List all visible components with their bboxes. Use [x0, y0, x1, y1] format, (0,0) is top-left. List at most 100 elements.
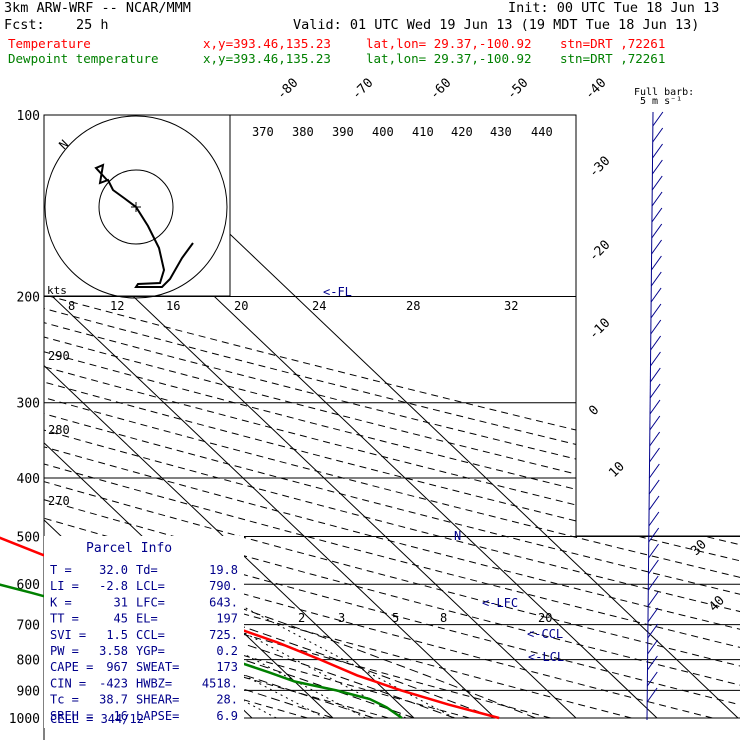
wind-barb-value: 5 m s⁻¹: [640, 96, 682, 107]
parcel-value-2: 643.: [209, 595, 238, 609]
hodograph-ring-label-12: 12: [110, 299, 124, 313]
parcel-key: T =: [50, 563, 72, 577]
hodograph-kts-label: kts: [47, 284, 67, 297]
parcel-info-box: Parcel Info T = 32.0 Td= 19.8 LI = -2.8 LCL= 79…: [44, 536, 244, 728]
hodograph-ring-label-24: 24: [312, 299, 326, 313]
wind-barb: [647, 559, 659, 575]
wind-barb: [651, 255, 662, 271]
parcel-value: 1.5: [106, 628, 128, 642]
parcel-key: SREH =: [50, 709, 93, 723]
wind-barb: [650, 287, 662, 303]
wind-barb: [652, 143, 663, 159]
hodograph-ring-label-20: 20: [234, 299, 248, 313]
forecast-hour: 25 h: [76, 17, 109, 33]
theta-label-370: 370: [252, 125, 274, 139]
theta-label-430: 430: [490, 125, 512, 139]
wind-barb: [648, 479, 660, 495]
hodograph-ring-inner: [98, 169, 174, 245]
fl-marker: <-FL: [323, 285, 352, 299]
parcel-key-2: SHEAR=: [136, 693, 179, 707]
wind-barb-label: Full barb:: [634, 87, 694, 98]
wind-barbs: [646, 111, 664, 721]
wind-barb: [651, 191, 663, 207]
level-marker-1: <-CCL: [527, 627, 563, 641]
mixing-ratio-label-2: 2: [298, 611, 305, 625]
dewpoint-xy: x,y=393.46,135.23: [203, 51, 331, 66]
mixing-ratio-label-5: 5: [392, 611, 399, 625]
hodograph-ring-label-16: 16: [166, 299, 180, 313]
parcel-value: 31: [114, 595, 128, 609]
dewpoint-latlon: lat,lon= 29.37,-100.92: [366, 51, 532, 66]
hodograph-ring-label-32: 32: [504, 299, 518, 313]
wind-barb: [650, 303, 662, 319]
parcel-key: PW =: [50, 644, 79, 658]
level-marker-2: <-LCL: [528, 650, 564, 664]
wind-barb: [647, 639, 658, 655]
moist-adiabat-20: [44, 296, 415, 719]
isotherm-label--10: -10: [586, 316, 613, 343]
parcel-key-2: LAPSE=: [136, 709, 179, 723]
pressure-tick-1000: 1000: [9, 712, 40, 727]
theta-left-label-290: 290: [48, 349, 70, 363]
theta-label-400: 400: [372, 125, 394, 139]
wind-barb: [646, 687, 658, 703]
moist-adiabat-30: [44, 296, 496, 719]
dry-adiabat-360: [44, 115, 740, 719]
wind-barb: [650, 335, 662, 351]
parcel-value: -2.8: [99, 579, 128, 593]
parcel-value: 32.0: [99, 563, 128, 577]
wind-barb: [646, 671, 658, 687]
theta-left-label-270: 270: [48, 494, 70, 508]
isotherm-label-40: 40: [706, 593, 728, 615]
wind-barb: [647, 591, 659, 607]
parcel-key: K =: [50, 595, 72, 609]
isotherm-label--60: -60: [427, 76, 454, 103]
hodograph-trace: [94, 163, 194, 288]
parcel-value-2: 197: [216, 612, 238, 626]
isotherm-label-10: 10: [606, 459, 628, 481]
parcel-key-2: HWBZ=: [136, 676, 172, 690]
parcel-value: 45: [114, 612, 128, 626]
parcel-key-2: YGP=: [136, 644, 165, 658]
pressure-tick-100: 100: [17, 109, 40, 124]
mixing-ratio-label-20: 20: [538, 611, 552, 625]
init-time: Init: 00 UTC Tue 18 Jun 13: [508, 0, 720, 16]
wind-barb: [649, 415, 661, 431]
isotherm-label--50: -50: [504, 76, 531, 103]
theta-label-440: 440: [531, 125, 553, 139]
theta-label-380: 380: [292, 125, 314, 139]
parcel-cell: CELL = 344/12: [50, 712, 144, 726]
parcel-value-2: 0.2: [216, 644, 238, 658]
hodograph-ring-label-28: 28: [406, 299, 420, 313]
parcel-value-2: 725.: [209, 628, 238, 642]
hodograph-ring-label-8: 8: [68, 299, 75, 313]
parcel-value: 16: [114, 709, 128, 723]
wind-barb: [649, 431, 661, 447]
wind-barb: [652, 111, 664, 127]
wind-barb: [649, 399, 661, 415]
parcel-value-2: 4518.: [202, 676, 238, 690]
parcel-key: Tc =: [50, 693, 79, 707]
parcel-key-2: LFC=: [136, 595, 165, 609]
parcel-value-2: 28.: [216, 693, 238, 707]
wind-barb: [648, 495, 660, 511]
isotherm-label--40: -40: [582, 76, 609, 103]
pressure-tick-300: 300: [17, 397, 40, 412]
parcel-key-2: CCL=: [136, 628, 165, 642]
isotherm--30: [0, 115, 9, 718]
dry-adiabat-480: [44, 115, 740, 719]
isotherm-label--30: -30: [586, 154, 613, 181]
wind-barb: [647, 623, 659, 639]
isotherm-label-30: 30: [688, 537, 710, 559]
isotherm-30: [44, 115, 496, 719]
parcel-key-2: EL=: [136, 612, 158, 626]
wind-barb: [647, 575, 659, 591]
parcel-key-2: Td=: [136, 563, 158, 577]
pressure-tick-900: 900: [17, 684, 40, 699]
pressure-tick-500: 500: [17, 530, 40, 545]
dry-adiabat-440: [44, 115, 740, 719]
parcel-key-2: LCL=: [136, 579, 165, 593]
wind-barb: [648, 543, 659, 559]
hodograph-box: [43, 114, 231, 297]
